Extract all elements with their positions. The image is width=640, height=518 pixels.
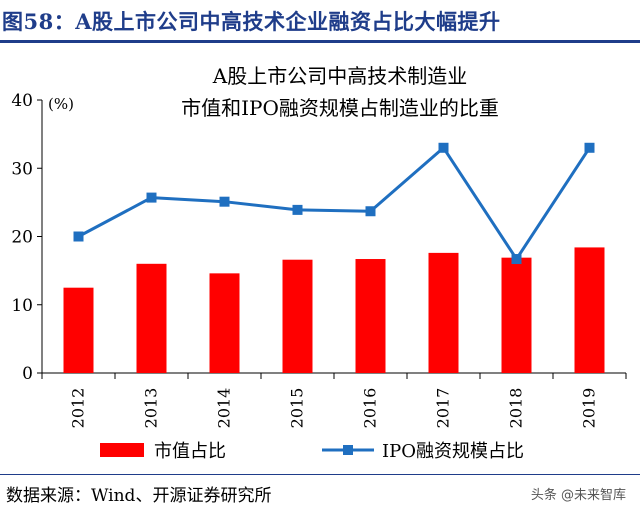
- x-tick-label: 2014: [215, 388, 234, 429]
- x-tick-label: 2015: [288, 388, 307, 429]
- x-tick-label: 2018: [507, 388, 526, 429]
- x-tick-label: 2012: [69, 388, 88, 429]
- y-tick-label: 40: [11, 91, 33, 111]
- bar-market-cap-share: [355, 259, 386, 373]
- y-axis-unit-label: (%): [48, 95, 74, 113]
- bar-market-cap-share: [282, 259, 313, 373]
- watermark-text: 头条 @未来智库: [530, 488, 626, 503]
- line-point-ipo-share: [438, 142, 449, 153]
- y-tick-label: 10: [11, 296, 33, 316]
- x-tick-label: 2019: [580, 388, 599, 429]
- y-tick-label: 20: [11, 228, 33, 248]
- chart-title-line1: A股上市公司中高技术制造业: [212, 64, 468, 88]
- line-point-ipo-share: [365, 206, 376, 217]
- x-tick-label: 2016: [361, 388, 380, 429]
- figure-header: 图58：A股上市公司中高技术企业融资占比大幅提升: [0, 0, 640, 44]
- bar-market-cap-share: [428, 252, 459, 373]
- line-point-ipo-share: [511, 254, 522, 265]
- line-point-ipo-share: [219, 196, 230, 207]
- bar-market-cap-share: [574, 247, 605, 373]
- line-ipo-share: [77, 146, 591, 261]
- legend-label-line: IPO融资规模占比: [382, 441, 524, 462]
- source-note: 数据来源：Wind、开源证券研究所: [6, 486, 272, 506]
- line-point-ipo-share: [146, 192, 157, 203]
- legend-swatch-marker: [343, 445, 353, 455]
- y-tick-label: 30: [11, 159, 33, 179]
- chart: 0 10 20 30 40 (%) 2012 2013 2014 2015 2016 2017 2018…: [11, 91, 627, 462]
- watermark: 头条 @未来智库: [531, 484, 626, 503]
- source-rule: [0, 474, 640, 475]
- y-tick-label: 0: [22, 364, 33, 384]
- figure-title: 图58：A股上市公司中高技术企业融资占比大幅提升: [2, 9, 501, 34]
- bar-market-cap-share: [63, 287, 94, 373]
- x-tick-label: 2013: [142, 388, 161, 429]
- bar-market-cap-share: [136, 263, 167, 373]
- x-tick-label: 2017: [434, 388, 453, 429]
- bar-market-cap-share: [209, 273, 240, 373]
- line-point-ipo-share: [73, 231, 84, 242]
- legend-swatch-bar: [100, 443, 144, 457]
- legend-label-bar: 市值占比: [154, 441, 226, 462]
- line-point-ipo-share: [584, 142, 595, 153]
- header-rule: [0, 40, 640, 43]
- bar-market-cap-share: [501, 257, 532, 373]
- chart-title-line2: 市值和IPO融资规模占制造业的比重: [181, 96, 499, 120]
- line-point-ipo-share: [292, 204, 303, 215]
